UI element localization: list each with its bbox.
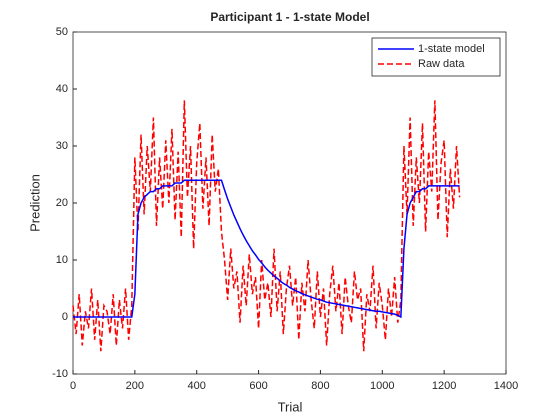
y-tick-label: 10 [56, 254, 68, 266]
x-axis-label: Trial [278, 399, 303, 414]
x-tick-label: 1400 [494, 380, 518, 392]
y-tick-label: 30 [56, 140, 68, 152]
y-axis-label: Prediction [27, 174, 42, 232]
x-tick-label: 400 [188, 380, 206, 392]
y-tick-label: 0 [62, 311, 68, 323]
x-tick-label: 600 [249, 380, 267, 392]
legend-box [371, 37, 501, 77]
y-tick-label: 20 [56, 197, 68, 209]
legend-label: Raw data [418, 58, 465, 70]
y-tick-label: 40 [56, 83, 68, 95]
x-tick-label: 1000 [370, 380, 394, 392]
x-tick-label: 200 [126, 380, 144, 392]
chart-title: Participant 1 - 1-state Model [210, 10, 369, 24]
x-tick-label: 0 [70, 380, 76, 392]
series-line [73, 179, 460, 319]
x-tick-label: 1200 [432, 380, 456, 392]
legend-label: 1-state model [418, 43, 485, 55]
y-tick-label: -10 [52, 368, 68, 380]
y-tick-label: 50 [56, 26, 68, 38]
x-tick-label: 800 [311, 380, 329, 392]
axes-box [72, 31, 507, 375]
